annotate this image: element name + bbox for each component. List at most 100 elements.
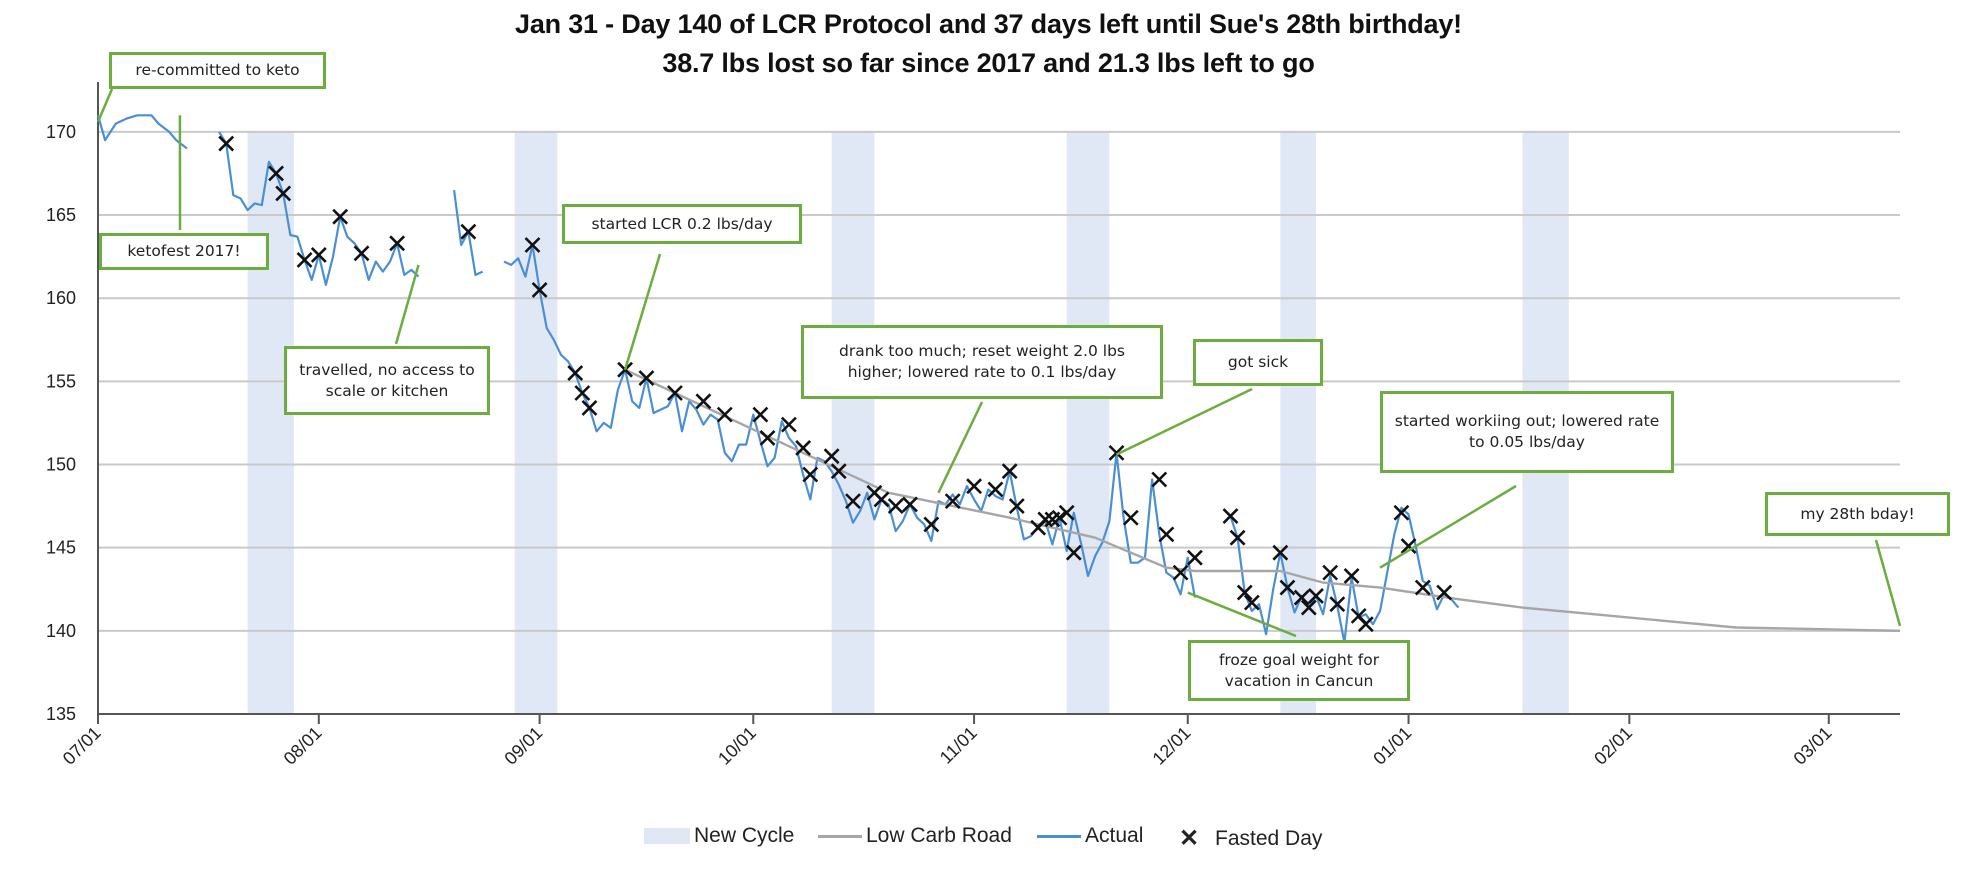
annotation-ketofest: ketofest 2017! [99, 233, 269, 270]
fasted-day-marker-stroke [830, 463, 847, 480]
fasted-day-marker [795, 439, 812, 456]
fasted-day-marker-stroke [1065, 544, 1082, 561]
fasted-day-marker-stroke [296, 252, 313, 268]
fasted-day-marker-stroke [716, 406, 733, 423]
annotation-bday: my 28th bday! [1765, 492, 1950, 536]
fasted-day-marker [695, 393, 712, 410]
fasted-day-marker-stroke [823, 448, 840, 465]
y-tick-label: 140 [46, 621, 76, 641]
fasted-day-marker [752, 406, 769, 423]
fasted-day-marker [1186, 549, 1203, 566]
fasted-day-marker-stroke [1436, 584, 1453, 601]
fasted-day-marker [389, 235, 406, 252]
fasted-day-marker-stroke [310, 247, 327, 263]
fasted-day-marker [1322, 564, 1339, 581]
fasted-day-marker [1393, 504, 1410, 521]
fasted-day-marker-stroke [1158, 526, 1175, 543]
fasted-day-marker-stroke [923, 516, 940, 533]
legend-item-actual: Actual [1037, 824, 1143, 848]
fasted-day-marker [780, 416, 797, 433]
fasted-day-marker [1229, 529, 1246, 546]
fasted-day-marker [332, 208, 349, 225]
fasted-day-marker [1122, 509, 1139, 526]
fasted-day-marker [1300, 599, 1317, 616]
fasted-day-marker-stroke [1414, 579, 1431, 596]
new-cycle-band [514, 131, 558, 715]
fasted-day-marker-icon: ✕ [1178, 825, 1200, 852]
series-line-actual [96, 114, 188, 150]
fasted-day-marker-stroke [1229, 529, 1246, 546]
fasted-day-marker [667, 385, 683, 401]
fasted-day-marker-stroke [1051, 509, 1068, 526]
y-tick-label: 150 [46, 455, 76, 475]
annotation-working-out: started workiing out; lowered rate to 0.… [1380, 391, 1674, 473]
fasted-day-marker [531, 281, 548, 298]
x-tick-label: 10/01 [714, 723, 760, 769]
fasted-day-marker-stroke [531, 281, 548, 298]
legend-item-new-cycle: New Cycle [644, 824, 794, 848]
fasted-day-marker-stroke [802, 466, 819, 483]
fasted-day-marker [574, 385, 591, 401]
fasted-day-marker [268, 165, 284, 182]
fasted-day-marker [1172, 564, 1189, 581]
fasted-day-marker-stroke [389, 235, 406, 252]
fasted-day-marker-stroke [268, 165, 284, 182]
fasted-day-marker [802, 466, 819, 483]
legend-label-actual: Actual [1085, 824, 1144, 847]
annotation-leader-line [96, 88, 114, 123]
annotation-froze-goal: froze goal weight for vacation in Cancun [1188, 640, 1410, 701]
legend-item-fasted-day: ✕ Fasted Day [1177, 824, 1322, 853]
fasted-day-marker-stroke [1279, 579, 1296, 596]
fasted-day-marker [873, 491, 890, 508]
fasted-day-marker [887, 498, 904, 515]
y-tick-label: 165 [46, 205, 76, 225]
series-line-actual [503, 243, 1196, 598]
fasted-day-marker-stroke [1329, 596, 1346, 613]
fasted-day-marker-stroke [1322, 564, 1339, 581]
fasted-day-marker [524, 237, 541, 253]
new-cycle-band [1280, 131, 1316, 715]
x-tick-label: 01/01 [1369, 723, 1415, 769]
fasted-day-marker-stroke [638, 370, 655, 386]
fasted-day-marker [1151, 471, 1168, 488]
fasted-day-marker-stroke [1293, 589, 1310, 606]
chart-subtitle: 38.7 lbs lost so far since 2017 and 21.3… [662, 48, 1315, 78]
annotation-leader-line [1187, 591, 1297, 638]
fasted-day-marker [966, 478, 982, 495]
fasted-day-marker [567, 365, 584, 381]
legend-label-fasted-day: Fasted Day [1215, 826, 1323, 850]
fasted-day-marker [296, 252, 313, 268]
series-line-low-carb-road [624, 368, 1901, 632]
x-tick-label: 09/01 [500, 723, 546, 769]
annotation-recommitted: re-committed to keto [109, 52, 326, 89]
fasted-day-marker-stroke [1037, 511, 1054, 528]
fasted-day-marker-stroke [581, 400, 598, 416]
fasted-day-marker-stroke [1008, 498, 1025, 515]
fasted-day-marker [638, 370, 655, 386]
fasted-day-marker [759, 429, 776, 446]
x-tick-label: 12/01 [1149, 723, 1195, 769]
new-cycle-band [831, 131, 875, 715]
x-tick-label: 02/01 [1590, 723, 1636, 769]
fasted-day-marker [1293, 589, 1310, 606]
fasted-day-marker [987, 481, 1004, 498]
fasted-day-marker-stroke [332, 208, 349, 225]
fasted-day-marker [1158, 526, 1175, 543]
fasted-day-marker-stroke [902, 496, 918, 513]
fasted-day-marker [1414, 579, 1431, 596]
legend-label-new-cycle: New Cycle [694, 824, 795, 847]
fasted-day-marker-stroke [759, 429, 776, 446]
new-cycle-band [247, 131, 294, 715]
fasted-day-marker-stroke [752, 406, 769, 423]
fasted-day-marker-stroke [1357, 616, 1374, 633]
fasted-day-marker [1236, 584, 1253, 601]
x-tick-label: 11/01 [936, 723, 981, 768]
fasted-day-marker [1329, 596, 1346, 613]
chart-title: Jan 31 - Day 140 of LCR Protocol and 37 … [515, 9, 1462, 39]
fasted-day-marker-stroke [1236, 584, 1253, 601]
fasted-day-marker-stroke [218, 135, 235, 152]
y-tick-label: 160 [46, 288, 76, 308]
fasted-day-marker [1008, 498, 1025, 515]
